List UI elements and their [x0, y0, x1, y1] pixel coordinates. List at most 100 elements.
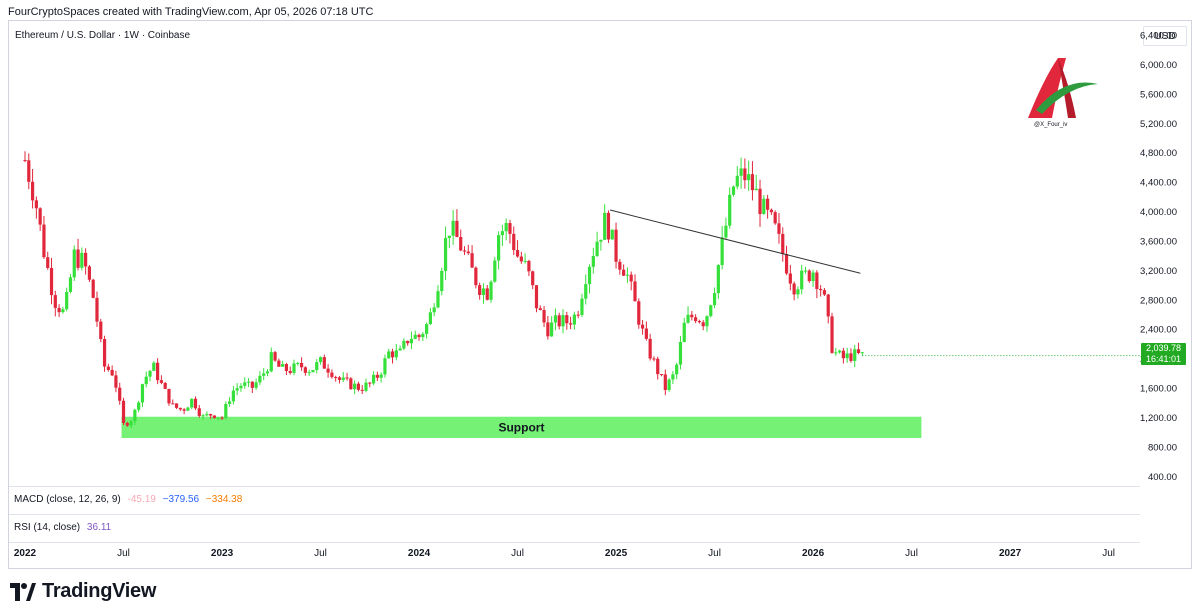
candle-body — [193, 398, 198, 409]
candle-body — [587, 266, 592, 285]
candle-body — [121, 400, 126, 424]
currency-button[interactable]: USD — [1143, 26, 1187, 46]
candle-body — [644, 328, 648, 339]
tradingview-logo[interactable]: TradingView — [10, 580, 156, 603]
candle-body — [110, 369, 114, 376]
candle-body — [76, 249, 80, 268]
candle-body — [531, 271, 535, 286]
pane-divider[interactable] — [9, 514, 1140, 515]
candle-body — [30, 181, 35, 201]
candle-body — [853, 349, 857, 361]
candle-body — [322, 357, 326, 369]
candle-body — [834, 352, 838, 354]
candle-body — [349, 378, 353, 390]
candle-body — [72, 249, 76, 278]
candle-body — [383, 358, 387, 375]
candle-body — [68, 277, 73, 292]
candle-body — [53, 295, 57, 308]
candle-body — [379, 374, 383, 378]
candle-body — [659, 374, 664, 376]
x-tick-label: Jul — [905, 548, 918, 559]
x-tick-label: 2024 — [408, 548, 431, 559]
tradingview-wordmark: TradingView — [42, 580, 157, 602]
candle-body — [38, 208, 42, 225]
candle-body — [546, 322, 550, 337]
candle-body — [731, 186, 736, 195]
candle-body — [231, 390, 235, 402]
symbol-title[interactable]: Ethereum / U.S. Dollar · 1W · Coinbase — [15, 30, 191, 41]
candle-body — [182, 409, 186, 411]
y-tick-label: 5,600.00 — [1140, 89, 1177, 100]
candle-body — [712, 293, 717, 306]
candle-body — [262, 373, 266, 376]
candle-body — [212, 415, 217, 419]
candle-body — [220, 417, 224, 419]
macd-legend[interactable]: MACD (close, 12, 26, 9) -45.19 −379.56 −… — [14, 494, 242, 505]
y-tick-label: 1,200.00 — [1140, 413, 1177, 424]
candle-body — [819, 288, 823, 291]
x-tick-label: 2027 — [999, 548, 1022, 559]
candle-body — [754, 188, 758, 191]
macd-value-2: −379.56 — [162, 494, 200, 505]
candle-body — [353, 383, 357, 390]
candle-body — [284, 364, 289, 372]
candle-body — [470, 253, 474, 268]
candle-body — [330, 372, 334, 378]
candle-body — [796, 289, 800, 295]
y-tick-label: 1,600.00 — [1140, 384, 1177, 395]
candle-body — [84, 252, 88, 267]
brand-handle: @X_Four_iv — [1034, 122, 1068, 128]
candle-body — [599, 239, 603, 242]
candle-body — [258, 375, 262, 383]
candle-body — [584, 284, 588, 299]
candle-body — [822, 290, 827, 295]
countdown-timer: 16:41:01 — [1145, 354, 1182, 364]
candle-body — [682, 322, 686, 342]
candle-body — [159, 380, 163, 383]
candle-body — [739, 168, 743, 176]
candle-body — [462, 250, 467, 252]
candle-body — [572, 314, 576, 325]
candle-body — [603, 212, 607, 240]
candle-body — [860, 352, 864, 354]
candle-body — [489, 281, 493, 300]
candle-body — [436, 291, 440, 308]
rsi-label: RSI (14, close) — [14, 522, 81, 533]
candle-body — [705, 316, 709, 327]
candle-body — [34, 200, 38, 209]
candle-body — [23, 160, 27, 162]
candle-body — [250, 381, 254, 388]
candle-body — [91, 279, 95, 298]
candle-body — [512, 233, 516, 251]
pane-divider[interactable] — [9, 486, 1140, 487]
candle-body — [758, 188, 762, 215]
last-price-label: 2,039.78 16:41:01 — [1141, 343, 1186, 365]
candle-body — [716, 265, 720, 294]
y-tick-label: 6,000.00 — [1140, 60, 1177, 71]
candle-body — [432, 307, 436, 313]
pane-divider[interactable] — [9, 542, 1140, 543]
candle-body — [504, 223, 508, 232]
rsi-legend[interactable]: RSI (14, close) 36.11 — [14, 522, 111, 533]
candle-body — [224, 403, 228, 418]
y-tick-label: 3,600.00 — [1140, 236, 1177, 247]
candle-body — [728, 194, 732, 226]
candle-body — [402, 340, 406, 349]
y-tick-label: 2,800.00 — [1140, 295, 1177, 306]
candle-body — [538, 308, 542, 311]
candle-body — [694, 317, 698, 322]
y-tick-label: 4,400.00 — [1140, 178, 1177, 189]
candle-body — [792, 283, 796, 295]
candle-body — [99, 321, 103, 340]
candle-body — [826, 294, 830, 317]
x-tick-label: Jul — [1102, 548, 1115, 559]
x-tick-label: Jul — [511, 548, 524, 559]
candle-body — [856, 349, 861, 353]
macd-value-3: −334.38 — [205, 494, 243, 505]
candle-body — [303, 367, 307, 373]
rsi-value: 36.11 — [86, 522, 112, 533]
candle-body — [845, 353, 849, 359]
candle-body — [561, 315, 565, 327]
candle-body — [425, 324, 429, 334]
